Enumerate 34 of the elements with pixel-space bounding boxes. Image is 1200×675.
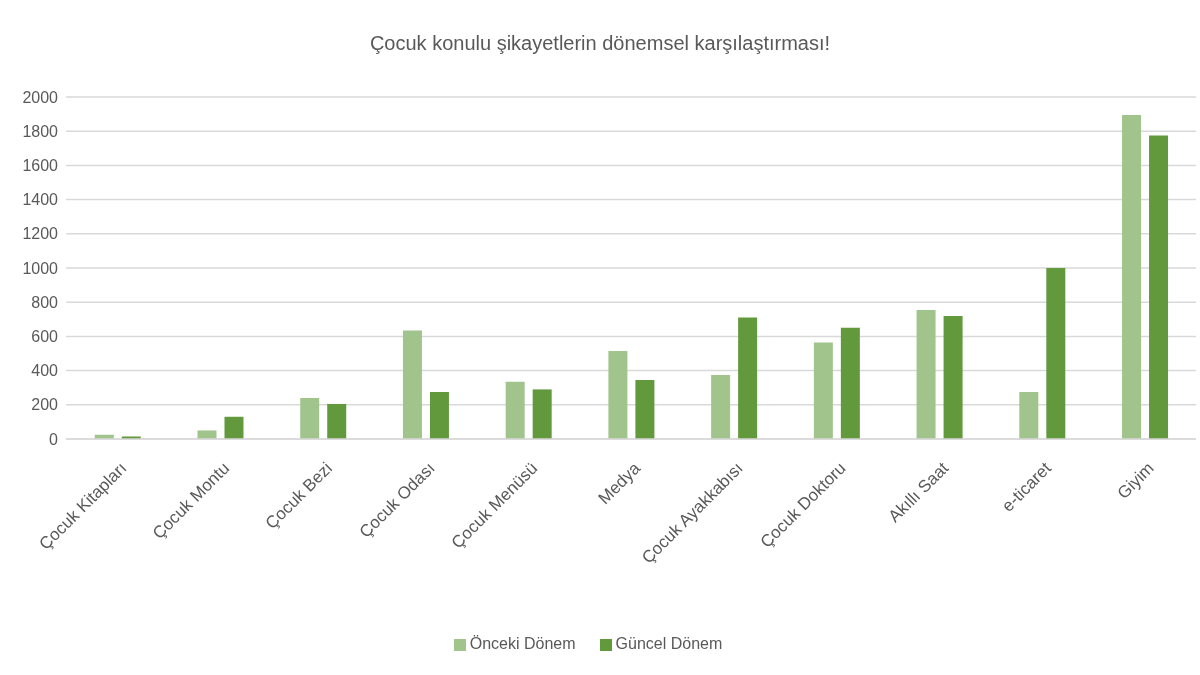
bar xyxy=(532,389,552,439)
bar xyxy=(813,342,833,439)
y-tick-label: 1800 xyxy=(22,122,59,140)
bar xyxy=(300,397,320,439)
y-tick-label: 800 xyxy=(31,293,59,311)
bar xyxy=(635,380,655,439)
y-tick-label: 200 xyxy=(31,396,59,414)
bar xyxy=(1149,135,1169,439)
bar xyxy=(402,330,422,439)
bar xyxy=(327,403,347,439)
bar xyxy=(840,327,860,439)
bar xyxy=(429,391,449,439)
bar xyxy=(608,350,628,439)
bar xyxy=(505,381,525,439)
bar xyxy=(1046,268,1066,439)
bar xyxy=(738,317,758,439)
y-tick-label: 1600 xyxy=(22,157,59,175)
y-tick-label: 1000 xyxy=(22,259,59,277)
bar xyxy=(224,416,244,439)
chart-title: Çocuk konulu şikayetlerin dönemsel karşılaştırması! xyxy=(368,32,832,55)
y-tick-label: 600 xyxy=(31,328,59,346)
legend-label: Önceki Dönem xyxy=(469,635,576,652)
bar xyxy=(943,315,963,439)
bar xyxy=(916,309,936,439)
y-tick-label: 1200 xyxy=(22,225,59,243)
y-tick-label: 2000 xyxy=(22,88,59,106)
bar xyxy=(197,430,217,439)
y-tick-label: 0 xyxy=(49,430,59,448)
bar xyxy=(1019,391,1039,439)
y-tick-label: 400 xyxy=(31,362,59,380)
bar xyxy=(711,374,731,439)
y-tick-label: 1400 xyxy=(22,191,59,209)
bar xyxy=(1122,114,1142,439)
legend-label: Güncel Dönem xyxy=(615,635,723,652)
